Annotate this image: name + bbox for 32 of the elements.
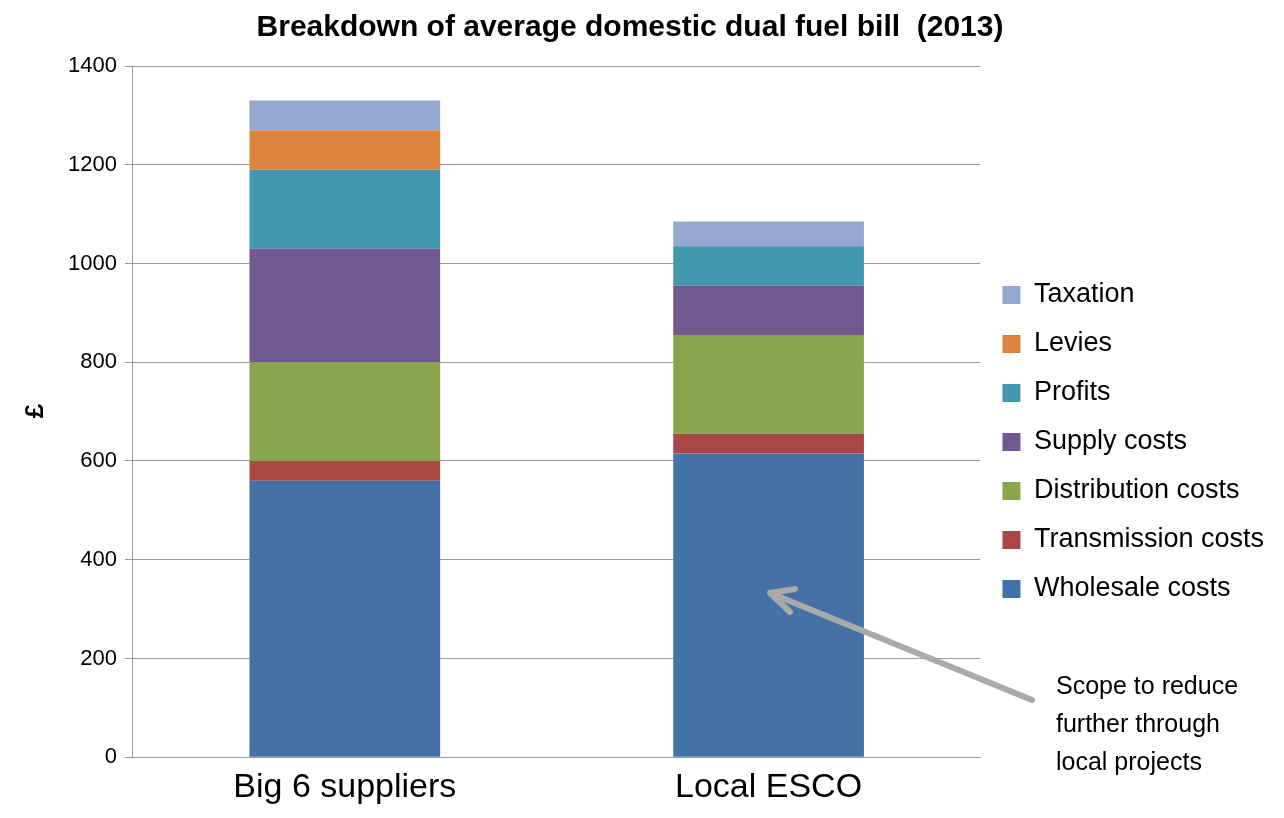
bar: [249, 130, 441, 170]
y-tick-label: 1000: [67, 249, 117, 275]
bar: [249, 480, 441, 757]
bar: [249, 100, 441, 131]
text: Scope to reduce further through local projects: [1056, 670, 1240, 777]
y-axis-title: £: [19, 403, 50, 419]
chart-title: Breakdown of average domestic dual fuel bill (2013): [256, 9, 1004, 43]
y-tick-label: 0: [104, 743, 117, 769]
bar: [673, 246, 864, 286]
x-tick-label: Local ESCO: [675, 765, 863, 804]
legend-label: Levies: [1033, 327, 1112, 358]
legend-label: Profits: [1033, 376, 1111, 407]
legend-label: Taxation: [1033, 278, 1135, 309]
y-tick-label: 400: [80, 545, 117, 571]
y-tick-label: 1200: [67, 150, 117, 176]
bar: [249, 460, 441, 481]
legend-label: Supply costs: [1033, 425, 1188, 456]
bar: [673, 285, 864, 336]
bar: [249, 169, 441, 249]
bar: [673, 433, 864, 454]
x-tick-label: Big 6 suppliers: [233, 765, 457, 804]
legend-label: Distribution costs: [1033, 474, 1240, 505]
bar: [673, 221, 864, 247]
bar: [673, 335, 864, 434]
bar: [249, 248, 441, 363]
bar: [249, 362, 441, 461]
y-tick-label: 800: [80, 348, 117, 374]
y-tick-label: 600: [80, 447, 117, 473]
legend-label: Transmission costs: [1033, 523, 1265, 554]
legend-label: Wholesale costs: [1033, 572, 1231, 603]
y-tick-label: 200: [80, 644, 117, 670]
y-tick-label: 1400: [67, 52, 117, 78]
